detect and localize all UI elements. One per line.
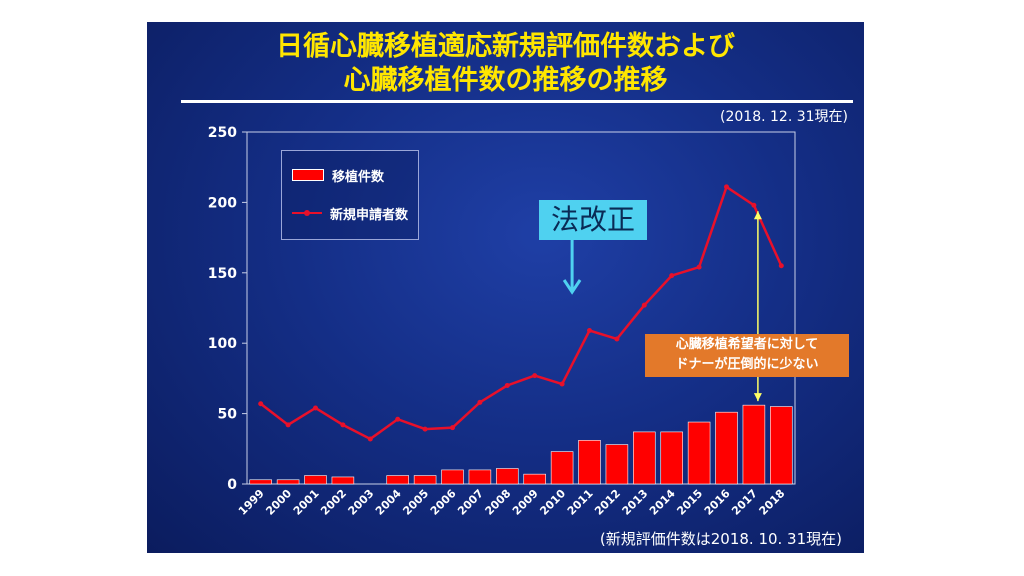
line-point xyxy=(285,422,291,428)
line-point xyxy=(778,263,784,269)
bar xyxy=(304,475,327,485)
bar xyxy=(687,421,711,485)
line-point xyxy=(724,184,729,190)
bar xyxy=(633,431,656,485)
x-tick-label: 2002 xyxy=(318,487,349,518)
bar xyxy=(605,444,629,485)
y-tick-label: 150 xyxy=(208,266,237,282)
bar xyxy=(468,469,492,485)
line-point xyxy=(477,399,483,405)
law-arrow-head xyxy=(562,279,582,295)
x-tick-label: 2013 xyxy=(620,487,651,518)
legend-item-line: 新規申請者数 xyxy=(292,203,408,223)
x-tick-label: 2008 xyxy=(483,487,514,518)
bar xyxy=(331,476,355,485)
line-point xyxy=(641,302,647,308)
line-point xyxy=(313,405,318,411)
donor-callout-line-1: 心臓移植希望者に対して xyxy=(675,337,819,352)
x-tick-label: 2016 xyxy=(702,487,733,518)
bar xyxy=(276,479,300,485)
x-tick-label: 2005 xyxy=(400,487,431,518)
gap-arrow-head-bottom xyxy=(753,393,762,402)
donor-shortage-callout: 心臓移植希望者に対して ドナーが圧倒的に少ない xyxy=(645,334,849,377)
title-line-1: 日循心臓移植適応新規評価件数および xyxy=(276,31,735,62)
y-tick-label: 200 xyxy=(208,195,237,211)
y-tick-label: 0 xyxy=(227,477,237,493)
line-point xyxy=(587,328,592,334)
x-tick-label: 2012 xyxy=(592,487,623,518)
legend: 移植件数 新規申請者数 xyxy=(281,150,419,240)
line-point xyxy=(450,425,455,431)
x-tick-label: 2011 xyxy=(565,487,596,518)
x-tick-label: 2009 xyxy=(510,487,541,518)
bar xyxy=(523,473,546,485)
bar xyxy=(578,440,601,485)
bar xyxy=(441,469,464,485)
x-tick-label: 2014 xyxy=(647,487,678,518)
series-line xyxy=(259,184,783,441)
title-underline xyxy=(181,100,853,103)
legend-label-line: 新規申請者数 xyxy=(330,207,409,223)
title-line-2: 心臓移植件数の推移の推移 xyxy=(343,65,668,96)
bar xyxy=(715,411,738,485)
line-point xyxy=(614,336,620,342)
x-tick-label: 2018 xyxy=(757,487,788,518)
line-point xyxy=(751,202,757,208)
line-point xyxy=(559,381,565,387)
x-tick-label: 2004 xyxy=(373,487,404,518)
as-of-date: (2018. 12. 31現在) xyxy=(720,109,848,125)
chart: 0501001502002501999200020012002200320042… xyxy=(208,125,796,518)
legend-bar-swatch xyxy=(292,169,324,181)
slide: 日循心臓移植適応新規評価件数および 心臓移植件数の推移の推移 (2018. 12… xyxy=(147,22,864,553)
gap-arrow-head-top xyxy=(753,211,762,220)
law-change-callout: 法改正 xyxy=(539,200,647,240)
line-point xyxy=(696,264,702,270)
line-point xyxy=(669,273,675,279)
y-tick-label: 100 xyxy=(208,336,237,352)
line-point xyxy=(422,426,428,432)
y-tick-label: 250 xyxy=(208,125,237,141)
bar xyxy=(660,431,683,485)
y-tick-label: 50 xyxy=(218,407,238,423)
x-tick-label: 2015 xyxy=(674,487,705,518)
bar xyxy=(550,451,574,485)
bar xyxy=(386,475,409,485)
plot-frame xyxy=(246,131,796,485)
x-tick-label: 2007 xyxy=(455,487,486,518)
legend-label-bars: 移植件数 xyxy=(332,169,385,185)
x-tick-label: 2001 xyxy=(291,487,322,518)
line-point xyxy=(258,401,264,407)
x-tick-label: 2010 xyxy=(537,487,568,518)
x-tick-label: 2003 xyxy=(346,487,377,518)
bar xyxy=(413,475,437,485)
legend-item-bars: 移植件数 xyxy=(292,165,384,185)
legend-line-swatch xyxy=(292,210,322,216)
line-point xyxy=(532,373,538,379)
donor-callout-line-2: ドナーが圧倒的に少ない xyxy=(675,357,819,372)
line-point xyxy=(367,436,373,442)
x-tick-label: 2000 xyxy=(263,487,294,518)
bar xyxy=(770,406,793,485)
x-tick-label: 1999 xyxy=(236,487,267,518)
bar xyxy=(496,468,519,485)
line-point xyxy=(504,382,510,388)
bar xyxy=(742,404,766,485)
x-tick-label: 2006 xyxy=(428,487,459,518)
line-point xyxy=(395,416,401,422)
bar xyxy=(249,479,272,485)
line-point xyxy=(340,422,346,428)
footnote: (新規評価件数は2018. 10. 31現在) xyxy=(599,530,842,548)
x-tick-label: 2017 xyxy=(729,487,760,518)
